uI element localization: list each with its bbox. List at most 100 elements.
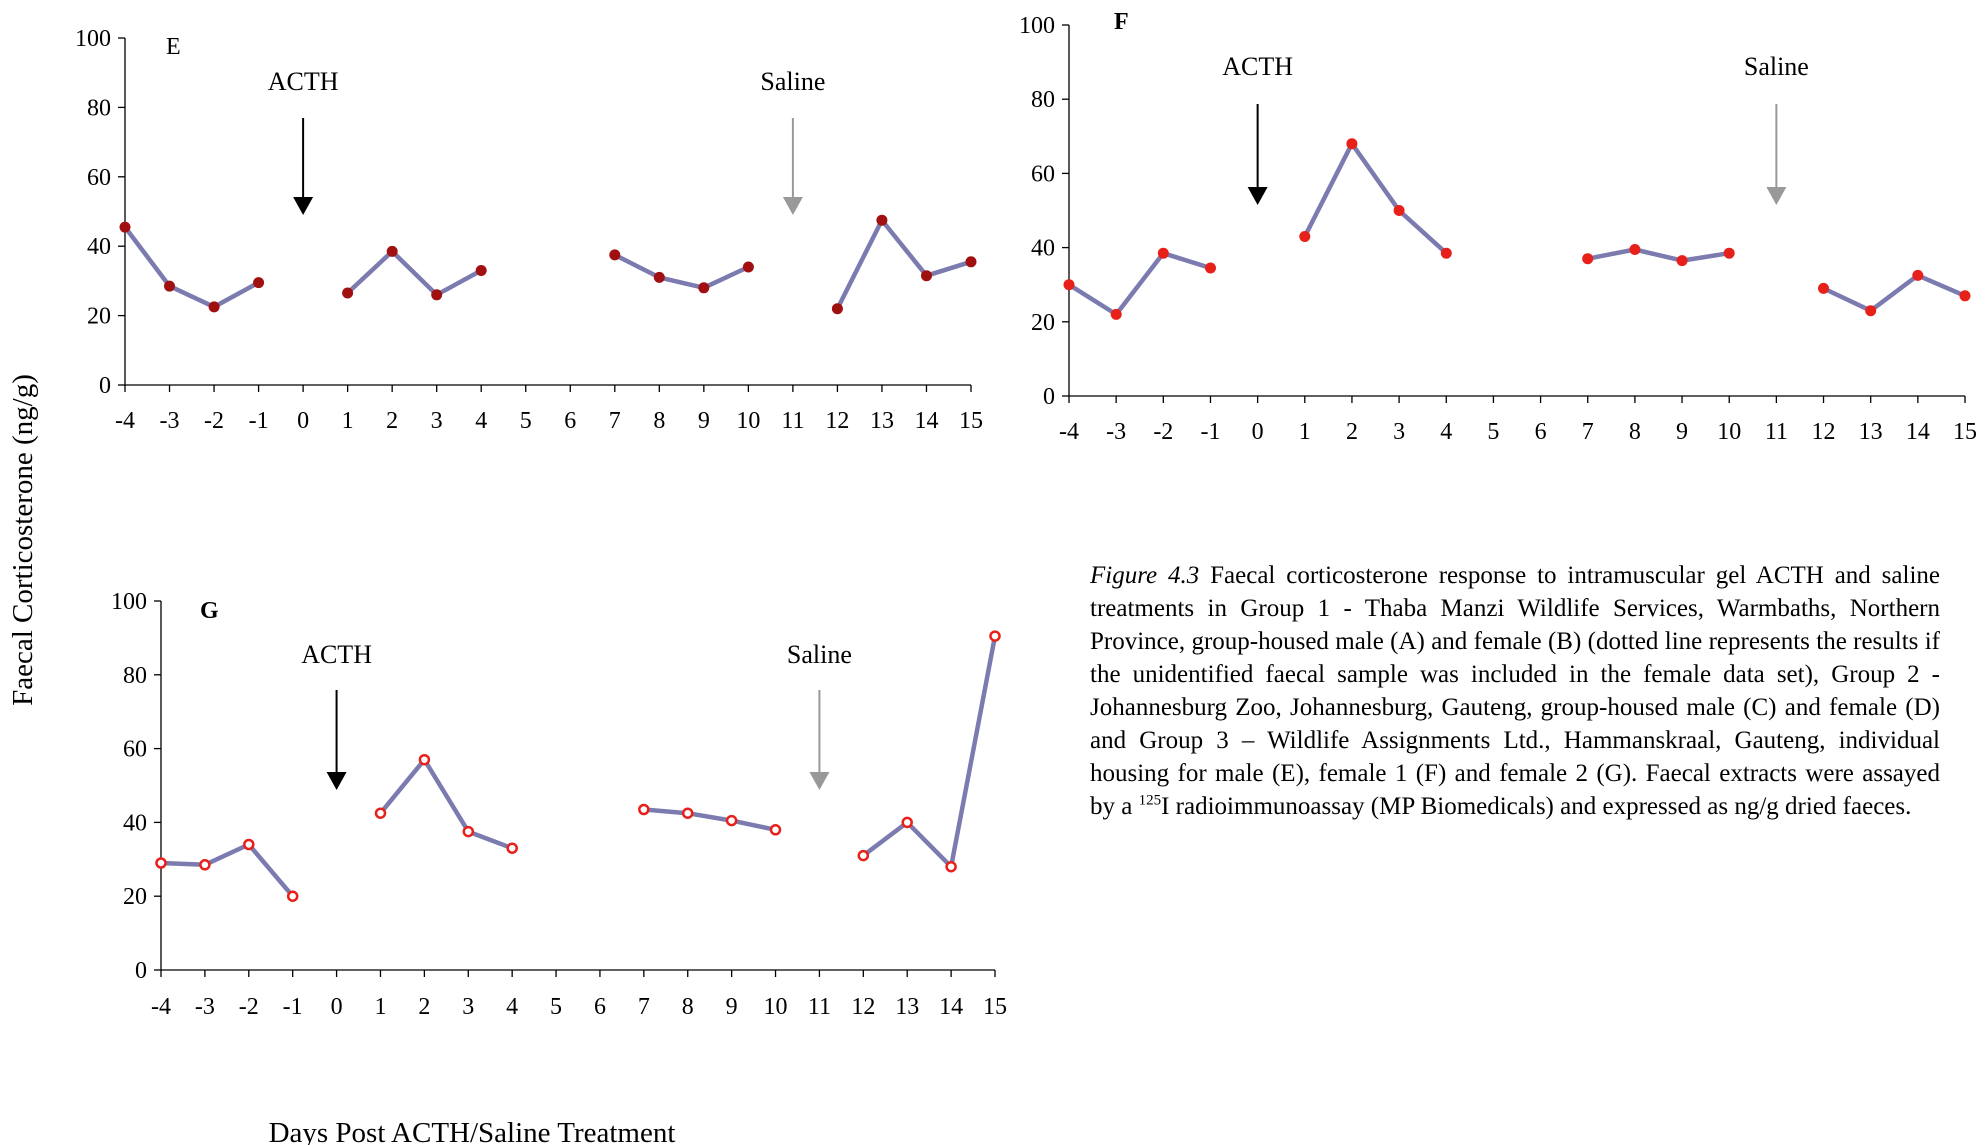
panel-f-x-tick-label: 11: [1765, 419, 1788, 445]
panel-f-series-line: [1585, 247, 1732, 263]
panel-f-x-tick-label: 12: [1812, 419, 1836, 445]
panel-f-x-tick-label: 5: [1487, 419, 1499, 445]
panel-f-x-tick-label: 0: [1252, 419, 1264, 445]
panel-e-data-point: [831, 303, 843, 315]
panel-g-data-point: [155, 857, 167, 869]
panel-e-x-tick-label: 3: [431, 408, 443, 434]
panel-f-data-point: [1440, 247, 1452, 259]
panel-e-x-tick-label: 5: [520, 408, 532, 434]
panel-f-annotation-saline-arrow-head: [1766, 187, 1787, 205]
panel-e-x-tick-label: 12: [825, 408, 849, 434]
y-axis-title: Faecal Corticosterone (ng/g): [7, 374, 39, 706]
panel-g-x-tick-label: 1: [374, 994, 386, 1020]
panel-e-data-point: [208, 301, 220, 313]
panel-e-series-line: [612, 252, 751, 291]
panel-f-data-point: [1205, 262, 1216, 274]
panel-e-annotation-saline-arrow-head: [782, 197, 803, 215]
panel-f-y-tick-label: 80: [1031, 87, 1055, 113]
panel-f-x-tick-label: 6: [1535, 419, 1547, 445]
panel-g-y-tick-label: 100: [111, 589, 147, 615]
panel-g-series-line: [158, 842, 295, 899]
panel-f-label: F: [1114, 9, 1129, 35]
panel-f-annotation-saline-label: Saline: [1744, 52, 1809, 81]
panel-g-x-tick-label: 0: [331, 994, 343, 1020]
panel-g-x-tick-label: -2: [239, 994, 259, 1020]
panel-f-x-tick-label: 7: [1582, 419, 1594, 445]
panel-e-x-tick-label: 14: [914, 408, 938, 434]
panel-e-y-tick-label: 0: [99, 373, 111, 399]
panel-e-data-point: [698, 282, 710, 294]
panel-g-x-tick-label: 4: [506, 994, 518, 1020]
panel-f-x-tick-label: -3: [1106, 419, 1126, 445]
panel-g-x-tick-label: 5: [550, 994, 562, 1020]
panel-g-data-point: [681, 807, 694, 819]
panel-g-x-tick-label: 9: [726, 994, 738, 1020]
panel-g-data-point: [725, 814, 738, 827]
panel-g-data-point: [901, 816, 913, 829]
panel-f-x-tick-label: 1: [1299, 419, 1311, 445]
panel-g-annotation-saline-arrow-head: [809, 772, 830, 790]
panel-e-label: E: [166, 34, 181, 60]
panel-f-data-point: [1629, 244, 1641, 255]
panel-e-data-point: [653, 271, 665, 283]
panel-g-data-point: [374, 807, 387, 819]
panel-e-data-point: [253, 277, 265, 289]
panel-f-x-tick-label: 14: [1906, 419, 1930, 445]
panel-g-x-tick-label: 11: [808, 994, 831, 1020]
panel-g-x-tick-label: 3: [462, 994, 474, 1020]
panel-e-y-tick-label: 60: [87, 165, 111, 191]
panel-f-y-tick-label: 40: [1031, 236, 1055, 262]
panel-e-annotation-saline-label: Saline: [760, 67, 825, 96]
panel-f-data-point: [1723, 247, 1735, 259]
caption-text: Faecal corticosterone response to intram…: [1090, 562, 1940, 820]
panel-e-x-tick-label: 10: [736, 408, 760, 434]
panel-f-data-point: [1818, 282, 1829, 294]
panel-f-y-tick-label: 20: [1031, 310, 1055, 336]
panel-e-data-point: [386, 245, 398, 257]
panel-f-data-point: [1912, 269, 1924, 281]
panel-f-x-tick-label: 13: [1859, 419, 1883, 445]
panel-e-x-tick-label: -4: [115, 408, 135, 434]
panel-g-data-point: [857, 849, 870, 862]
panel-e-y-tick-label: 40: [87, 234, 111, 260]
panel-g-series-line: [378, 757, 515, 851]
panel-e-data-point: [164, 280, 175, 292]
panel-e-x-tick-label: 15: [959, 408, 983, 434]
panel-f-data-point: [1393, 205, 1405, 216]
figure-caption: Figure 4.3 Faecal corticosterone respons…: [1090, 559, 1940, 823]
panel-f-data-point: [1110, 308, 1122, 320]
panel-g-data-point: [989, 630, 1001, 642]
panel-f-data-point: [1676, 255, 1688, 267]
panel-f-data-point: [1299, 231, 1311, 242]
panel-g-y-tick-label: 60: [123, 737, 147, 763]
panel-g-x-tick-label: 6: [594, 994, 606, 1020]
panel-g-x-tick-label: -3: [195, 994, 215, 1020]
panel-e-series-line: [122, 224, 261, 310]
panel-g-x-tick-label: 12: [851, 994, 875, 1020]
panel-e-y-tick-label: 20: [87, 304, 111, 330]
panel-f-x-tick-label: -4: [1059, 419, 1079, 445]
panel-f-annotation-acth-label: ACTH: [1222, 52, 1293, 81]
panel-e-annotation-acth-label: ACTH: [268, 67, 339, 96]
panel-g-x-tick-label: 7: [638, 994, 650, 1020]
panel-e-y-tick-label: 100: [75, 26, 111, 52]
caption-text-end: I radioimmunoassay (MP Biomedicals) and …: [1161, 793, 1912, 820]
panel-f-series-line: [1066, 250, 1213, 317]
panel-g-data-point: [418, 753, 431, 766]
panel-g-y-tick-label: 0: [135, 958, 147, 984]
panel-g-x-tick-label: 15: [983, 994, 1007, 1020]
panel-g-data-point: [243, 838, 255, 851]
panel-e-data-point: [921, 270, 932, 282]
panel-g-x-tick-label: -1: [283, 994, 303, 1020]
panel-f-x-tick-label: 8: [1629, 419, 1641, 445]
panel-g-x-tick-label: -4: [151, 994, 171, 1020]
panel-e-data-point: [609, 249, 621, 261]
panel-f-y-tick-label: 100: [1019, 13, 1055, 39]
panel-f-x-tick-label: 4: [1440, 419, 1452, 445]
panel-f-series-line: [1821, 273, 1968, 313]
panel-f-x-tick-label: 3: [1393, 419, 1405, 445]
panel-f-x-tick-label: -2: [1153, 419, 1173, 445]
panel-e-data-point: [431, 289, 443, 301]
